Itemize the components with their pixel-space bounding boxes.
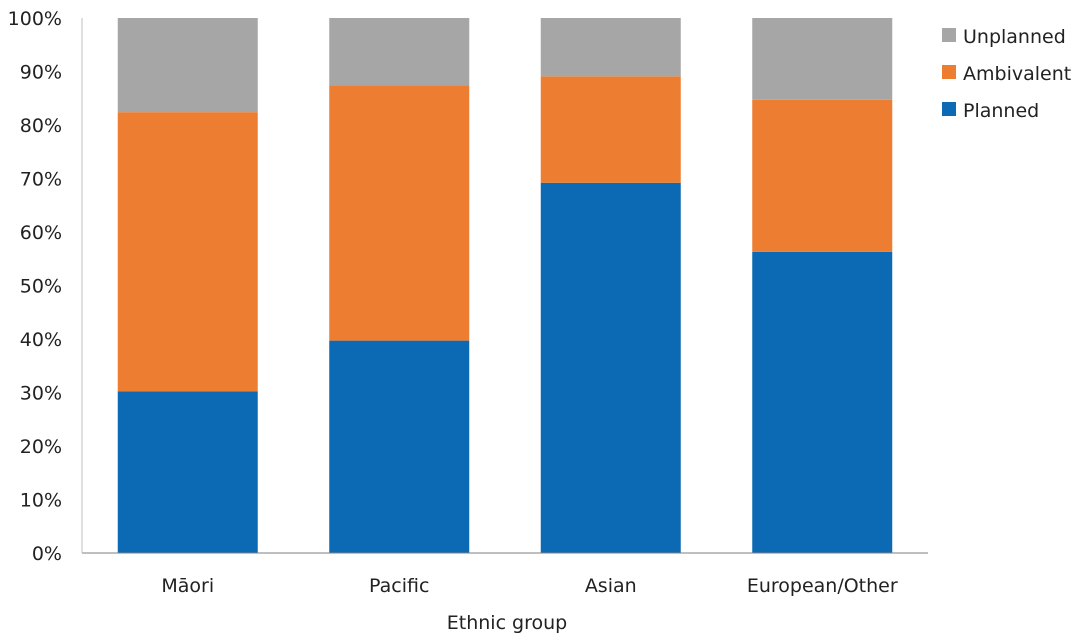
bar-planned-1 bbox=[329, 340, 470, 553]
bar-planned-0 bbox=[117, 391, 258, 553]
legend-swatch-planned bbox=[942, 102, 956, 116]
y-tick-label: 60% bbox=[20, 222, 62, 244]
y-tick-label: 70% bbox=[20, 169, 62, 191]
x-tick-label: European/Other bbox=[747, 575, 898, 597]
legend-swatch-unplanned bbox=[942, 28, 956, 42]
y-tick-label: 10% bbox=[20, 490, 62, 512]
y-tick-label: 100% bbox=[8, 8, 62, 30]
bar-unplanned-2 bbox=[540, 18, 681, 77]
y-tick-label: 50% bbox=[20, 276, 62, 298]
y-tick-label: 0% bbox=[32, 543, 62, 565]
x-axis-title: Ethnic group bbox=[447, 612, 568, 634]
bar-unplanned-3 bbox=[752, 18, 893, 100]
x-tick-label: Asian bbox=[585, 575, 637, 597]
x-tick-label: Māori bbox=[161, 575, 214, 597]
bar-unplanned-1 bbox=[329, 18, 470, 86]
y-tick-label: 90% bbox=[20, 62, 62, 84]
bars bbox=[117, 18, 893, 554]
bar-unplanned-0 bbox=[117, 18, 258, 113]
legend: Unplanned Ambivalent Planned bbox=[942, 26, 1071, 122]
legend-swatch-ambivalent bbox=[942, 65, 956, 79]
bar-ambivalent-1 bbox=[329, 85, 470, 341]
legend-label-unplanned: Unplanned bbox=[963, 26, 1066, 48]
x-tick-label: Pacific bbox=[369, 575, 429, 597]
bar-ambivalent-0 bbox=[117, 112, 258, 392]
y-tick-label: 30% bbox=[20, 383, 62, 405]
legend-label-ambivalent: Ambivalent bbox=[963, 63, 1071, 85]
y-axis: 0% 10% 20% 30% 40% 50% 60% 70% 80% 90% 100% bbox=[8, 8, 62, 565]
y-tick-label: 20% bbox=[20, 436, 62, 458]
bar-ambivalent-2 bbox=[540, 76, 681, 183]
bar-ambivalent-3 bbox=[752, 99, 893, 252]
y-tick-label: 40% bbox=[20, 329, 62, 351]
bar-planned-3 bbox=[752, 251, 893, 554]
x-axis: Māori Pacific Asian European/Other bbox=[81, 18, 928, 597]
legend-label-planned: Planned bbox=[963, 100, 1039, 122]
y-tick-label: 80% bbox=[20, 115, 62, 137]
bar-planned-2 bbox=[540, 182, 681, 553]
